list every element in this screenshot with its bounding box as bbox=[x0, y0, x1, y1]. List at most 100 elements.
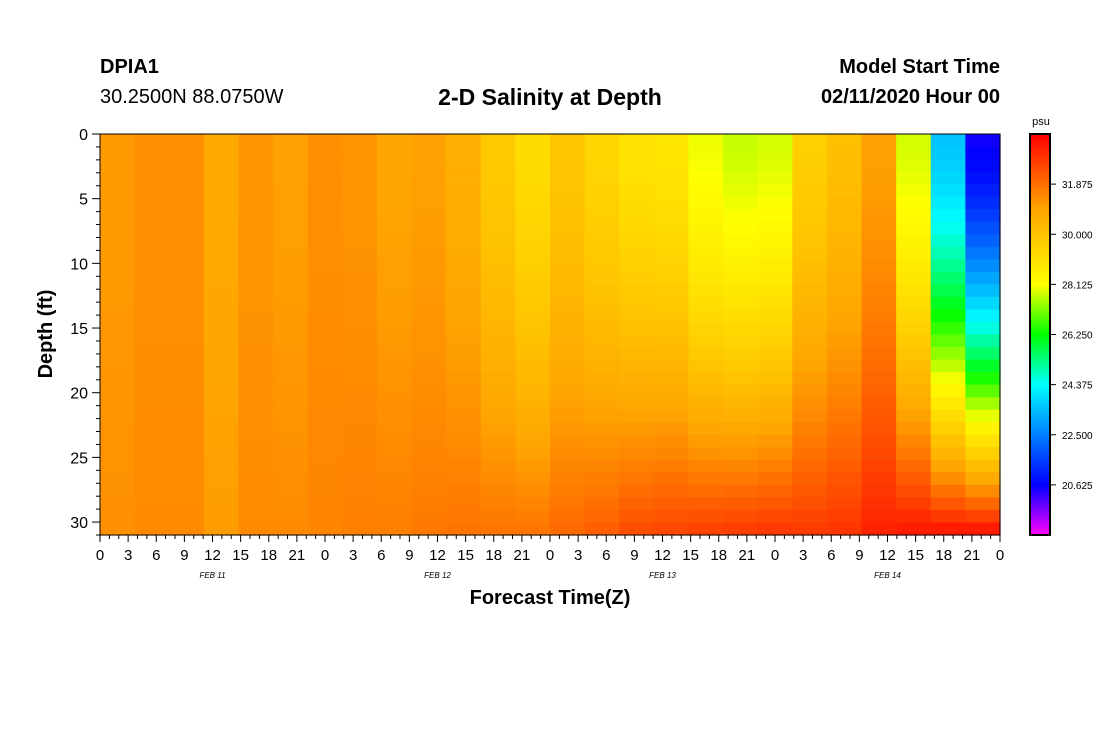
heatmap-cell bbox=[273, 459, 309, 473]
heatmap-cell bbox=[203, 497, 240, 511]
heatmap-cell bbox=[688, 184, 724, 198]
heatmap-cell bbox=[930, 246, 966, 260]
heatmap-cell bbox=[273, 447, 309, 461]
heatmap-cell bbox=[273, 347, 309, 361]
heatmap-cell bbox=[238, 234, 274, 248]
heatmap-cell bbox=[688, 234, 724, 248]
heatmap-cell bbox=[688, 522, 724, 536]
heatmap-cell bbox=[688, 497, 724, 511]
heatmap-cell bbox=[273, 134, 309, 148]
heatmap-cell bbox=[757, 509, 793, 524]
heatmap-cell bbox=[550, 221, 586, 235]
heatmap-cell bbox=[550, 484, 586, 499]
heatmap-cell bbox=[376, 372, 413, 386]
heatmap-cell bbox=[134, 372, 170, 386]
heatmap-cell bbox=[550, 522, 586, 536]
heatmap-cell bbox=[411, 347, 447, 361]
heatmap-cell bbox=[584, 447, 620, 461]
heatmap-cell bbox=[307, 434, 343, 448]
heatmap-cell bbox=[792, 209, 828, 223]
x-tick-label: 12 bbox=[204, 547, 221, 564]
heatmap-cell bbox=[826, 309, 863, 323]
heatmap-cell bbox=[965, 384, 1001, 398]
heatmap-cell bbox=[584, 497, 620, 511]
x-tick-label: 3 bbox=[349, 547, 357, 564]
heatmap-cell bbox=[584, 509, 620, 524]
heatmap-cell bbox=[826, 159, 863, 173]
heatmap-cell bbox=[826, 184, 863, 198]
heatmap-cell bbox=[584, 334, 620, 348]
heatmap-cell bbox=[376, 221, 413, 235]
x-tick-label: 0 bbox=[321, 547, 329, 564]
heatmap-cell bbox=[965, 459, 1001, 473]
heatmap-cell bbox=[896, 522, 932, 536]
heatmap-cell bbox=[792, 409, 828, 423]
heatmap-cell bbox=[792, 497, 828, 511]
heatmap-cell bbox=[515, 472, 551, 486]
heatmap-cell bbox=[723, 484, 759, 499]
heatmap-cell bbox=[965, 196, 1001, 210]
heatmap-cell bbox=[688, 447, 724, 461]
heatmap-cell bbox=[861, 372, 897, 386]
heatmap-cell bbox=[584, 259, 620, 273]
heatmap-cell bbox=[480, 397, 516, 411]
heatmap-cell bbox=[792, 296, 828, 311]
heatmap-cell bbox=[169, 409, 205, 423]
heatmap-cell bbox=[619, 296, 655, 311]
heatmap-cell bbox=[480, 484, 516, 499]
heatmap-cell bbox=[169, 146, 205, 160]
heatmap-cell bbox=[792, 184, 828, 198]
heatmap-cell bbox=[238, 434, 274, 448]
heatmap-cell bbox=[342, 484, 378, 499]
heatmap-cell bbox=[411, 134, 447, 148]
heatmap-cell bbox=[100, 434, 136, 448]
heatmap-cell bbox=[896, 196, 932, 210]
y-tick-label: 5 bbox=[79, 192, 88, 209]
heatmap-cell bbox=[965, 184, 1001, 198]
heatmap-cell bbox=[342, 447, 378, 461]
heatmap-cell bbox=[238, 509, 274, 524]
heatmap-cell bbox=[584, 397, 620, 411]
colorbar-unit: psu bbox=[1032, 116, 1050, 128]
heatmap-cell bbox=[792, 284, 828, 298]
heatmap-cell bbox=[169, 321, 205, 336]
heatmap-cell bbox=[376, 434, 413, 448]
heatmap-cell bbox=[307, 397, 343, 411]
heatmap-cell bbox=[203, 484, 240, 499]
heatmap-cell bbox=[861, 296, 897, 311]
heatmap-cell bbox=[134, 271, 170, 285]
heatmap-cell bbox=[203, 347, 240, 361]
heatmap-cell bbox=[619, 246, 655, 260]
heatmap-cell bbox=[480, 284, 516, 298]
heatmap-cell bbox=[307, 484, 343, 499]
heatmap-cell bbox=[965, 209, 1001, 223]
heatmap-cell bbox=[134, 522, 170, 536]
heatmap-cell bbox=[134, 259, 170, 273]
heatmap-cell bbox=[826, 497, 863, 511]
heatmap-cell bbox=[550, 497, 586, 511]
heatmap-cell bbox=[169, 384, 205, 398]
heatmap-cell bbox=[861, 221, 897, 235]
heatmap-cell bbox=[273, 497, 309, 511]
heatmap-cell bbox=[307, 221, 343, 235]
heatmap-cell bbox=[134, 447, 170, 461]
heatmap-cell bbox=[723, 497, 759, 511]
x-tick-label: 0 bbox=[996, 547, 1004, 564]
heatmap-cell bbox=[203, 196, 240, 210]
heatmap-cell bbox=[653, 459, 690, 473]
heatmap-cell bbox=[342, 472, 378, 486]
heatmap-cell bbox=[653, 271, 690, 285]
heatmap-cell bbox=[169, 221, 205, 235]
heatmap-cell bbox=[723, 296, 759, 311]
heatmap-cell bbox=[965, 434, 1001, 448]
heatmap-cell bbox=[896, 372, 932, 386]
heatmap-cell bbox=[965, 397, 1001, 411]
heatmap-cell bbox=[653, 434, 690, 448]
heatmap-cell bbox=[653, 171, 690, 185]
heatmap-cell bbox=[100, 209, 136, 223]
heatmap-cell bbox=[688, 409, 724, 423]
heatmap-cell bbox=[930, 459, 966, 473]
heatmap-cell bbox=[515, 422, 551, 436]
heatmap-cell bbox=[134, 159, 170, 173]
heatmap-cell bbox=[342, 234, 378, 248]
